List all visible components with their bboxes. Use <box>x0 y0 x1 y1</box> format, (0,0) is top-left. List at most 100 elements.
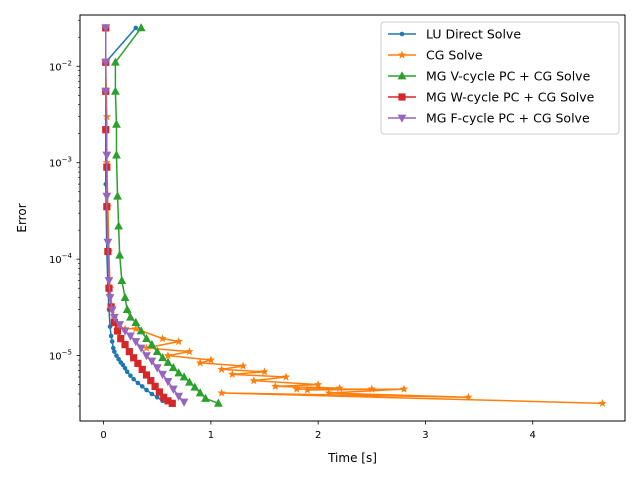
data-point <box>131 324 140 333</box>
legend-marker <box>397 50 407 59</box>
data-point <box>271 381 280 390</box>
legend-label: MG W-cycle PC + CG Solve <box>426 90 595 105</box>
data-point <box>185 377 194 386</box>
data-point <box>136 23 146 32</box>
data-point <box>115 250 125 259</box>
data-point <box>158 352 168 362</box>
data-point <box>160 393 168 401</box>
data-point <box>281 372 291 381</box>
legend-label: MG V-cycle PC + CG Solve <box>426 69 591 84</box>
data-point <box>154 394 160 400</box>
data-point <box>125 348 133 356</box>
data-point <box>139 384 145 389</box>
data-point <box>110 318 118 327</box>
legend-marker <box>398 93 406 101</box>
data-point <box>142 352 151 361</box>
data-point <box>147 339 157 349</box>
data-point <box>109 313 119 323</box>
data-point <box>155 388 163 396</box>
legend-item: MG F-cycle PC + CG Solve <box>388 111 590 126</box>
y-axis-label: Error <box>15 203 29 232</box>
data-point <box>108 333 114 339</box>
data-point <box>138 365 146 373</box>
data-point <box>147 377 155 385</box>
data-point <box>109 339 115 344</box>
data-point <box>128 373 133 378</box>
data-point <box>324 388 334 397</box>
data-point <box>112 150 121 159</box>
x-tick-label: 1 <box>208 430 214 441</box>
data-point <box>163 357 173 366</box>
data-point <box>163 351 173 360</box>
legend-item: LU Direct Solve <box>388 27 521 42</box>
data-point <box>201 393 210 402</box>
data-point <box>260 367 269 376</box>
data-point <box>136 344 146 353</box>
plot-frame <box>79 14 626 422</box>
data-point <box>238 361 248 370</box>
data-point <box>112 349 117 354</box>
y-tick-label: 10−5 <box>49 349 72 363</box>
data-point <box>113 327 122 335</box>
data-point <box>174 392 184 401</box>
data-point <box>101 24 111 33</box>
data-point <box>217 388 226 397</box>
data-point <box>101 58 111 68</box>
data-point <box>102 192 112 201</box>
data-point <box>121 341 129 349</box>
data-point <box>126 312 135 321</box>
data-point <box>107 306 117 315</box>
data-point <box>303 385 312 394</box>
data-point <box>120 362 126 368</box>
series-5 <box>101 24 189 407</box>
legend: LU Direct Solve CG Solve MG V-cycle PC + C… <box>380 21 620 135</box>
data-point <box>101 87 111 97</box>
data-point <box>103 238 113 247</box>
data-point <box>120 292 130 301</box>
data-point <box>168 399 176 407</box>
data-point <box>116 356 121 362</box>
data-point <box>206 355 216 364</box>
data-point <box>122 304 132 314</box>
data-point <box>195 388 205 397</box>
data-point <box>313 380 323 389</box>
data-point <box>114 353 119 358</box>
data-point <box>131 317 141 326</box>
legend-label: LU Direct Solve <box>426 27 521 42</box>
data-point <box>163 378 173 387</box>
data-point <box>142 343 151 352</box>
data-point <box>179 372 189 381</box>
data-point <box>158 370 168 380</box>
data-point <box>168 362 178 372</box>
data-point <box>190 382 200 391</box>
data-point <box>111 86 120 95</box>
data-point <box>122 365 128 371</box>
data-layer <box>101 23 607 407</box>
data-point <box>120 327 130 336</box>
data-point <box>292 384 301 393</box>
data-point <box>228 369 237 378</box>
data-point <box>133 25 139 31</box>
data-point <box>152 346 162 356</box>
data-point <box>117 335 125 343</box>
data-point <box>213 398 223 407</box>
data-point <box>135 380 141 386</box>
data-point <box>164 397 172 405</box>
y-tick-label: 10−4 <box>49 252 73 266</box>
legend-marker <box>397 114 407 123</box>
legend-marker <box>399 31 405 37</box>
data-point <box>136 326 146 335</box>
x-tick-label: 3 <box>422 430 428 441</box>
data-point <box>598 398 607 407</box>
data-point <box>113 191 122 200</box>
data-point <box>131 376 136 382</box>
x-axis-label: Time [s] <box>327 451 377 465</box>
data-point <box>174 337 183 346</box>
data-point <box>104 277 114 286</box>
data-point <box>142 333 151 343</box>
x-tick-label: 4 <box>530 430 536 441</box>
y-tick-label: 10−3 <box>49 156 72 170</box>
data-point <box>147 357 157 366</box>
data-point <box>115 321 125 330</box>
